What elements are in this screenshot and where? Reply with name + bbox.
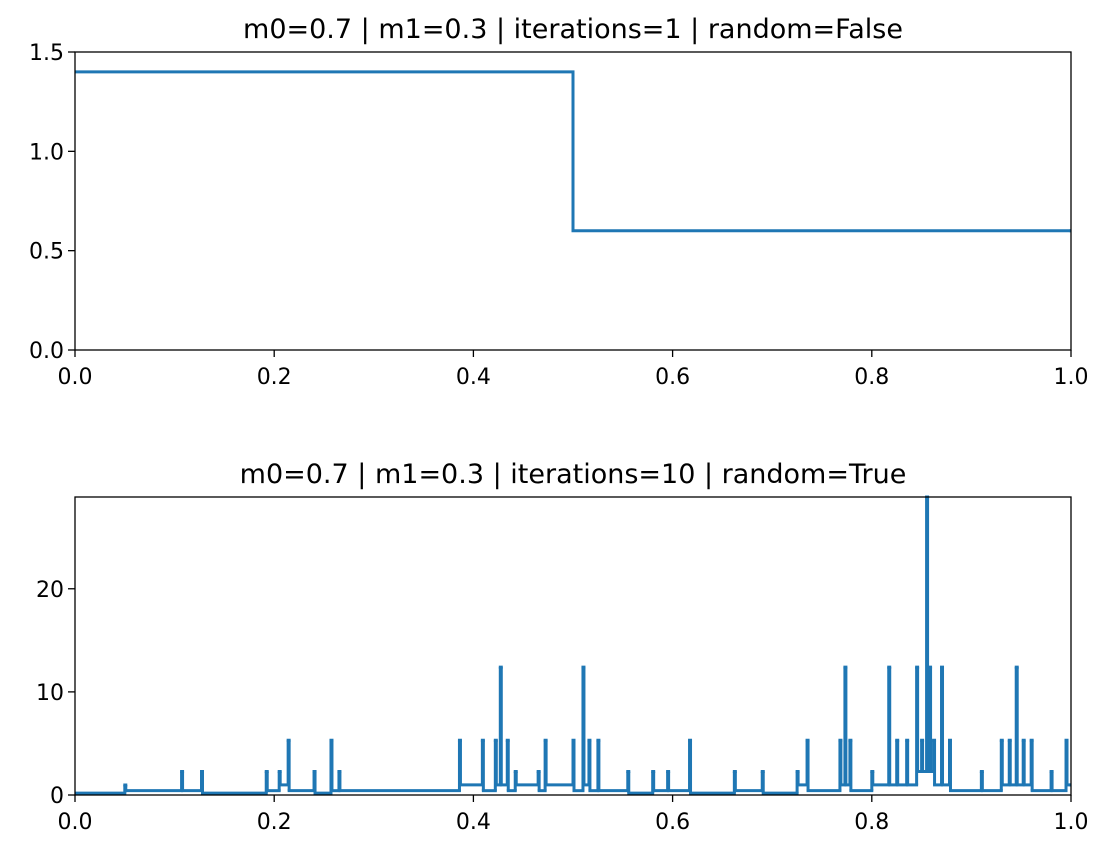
- axes-frame: [74, 51, 1072, 351]
- x-tick-label: 0.4: [456, 810, 491, 835]
- x-tick-label: 1.0: [1054, 810, 1089, 835]
- x-tick-label: 0.0: [58, 810, 93, 835]
- y-tick-label: 10: [36, 681, 64, 706]
- x-tick-label: 0.6: [655, 365, 690, 390]
- chart-title: m0=0.7 | m1=0.3 | iterations=10 | random…: [240, 459, 907, 490]
- chart-title: m0=0.7 | m1=0.3 | iterations=1 | random=…: [243, 14, 903, 45]
- x-tick-label: 0.8: [854, 365, 889, 390]
- y-tick-label: 1.0: [29, 140, 64, 165]
- x-tick-label: 0.0: [58, 365, 93, 390]
- y-tick-label: 1.5: [29, 41, 64, 66]
- x-tick-label: 0.6: [655, 810, 690, 835]
- x-tick-label: 0.8: [854, 810, 889, 835]
- y-tick-label: 0: [50, 784, 64, 809]
- x-tick-label: 1.0: [1054, 365, 1089, 390]
- x-tick-label: 0.2: [257, 365, 292, 390]
- x-tick-label: 0.4: [456, 365, 491, 390]
- axes-frame: [74, 496, 1072, 796]
- y-tick-label: 0.5: [29, 240, 64, 265]
- x-tick-label: 0.2: [257, 810, 292, 835]
- y-tick-label: 20: [36, 578, 64, 603]
- y-tick-label: 0.0: [29, 339, 64, 364]
